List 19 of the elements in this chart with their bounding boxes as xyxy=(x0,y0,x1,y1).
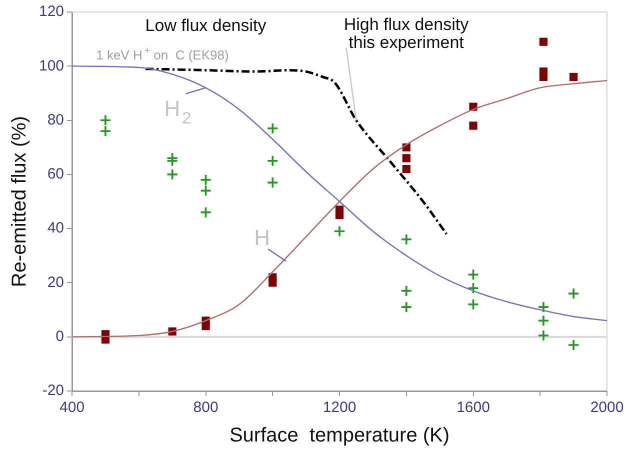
x-tick-label: 800 xyxy=(193,399,218,416)
y-tick-label: 0 xyxy=(56,328,64,345)
y-tick-label: -20 xyxy=(42,382,64,400)
y-tick-label: 60 xyxy=(47,166,64,183)
y-tick-label: 40 xyxy=(47,220,64,237)
x-axis-title: Surface temperature (K) xyxy=(229,424,450,447)
y-tick-label: 80 xyxy=(47,111,64,128)
y-tick-label: 120 xyxy=(38,3,64,20)
annotation: 1 keV H+ on C (EK98) xyxy=(96,46,229,62)
x-tick-label: 2000 xyxy=(590,399,624,416)
y-tick-label: 20 xyxy=(47,274,64,291)
annotation: High flux density this experiment xyxy=(344,15,470,52)
y-axis-title: Re-emitted flux (%) xyxy=(8,116,31,288)
x-tick-label: 400 xyxy=(60,399,85,416)
x-tick-label: 1600 xyxy=(456,399,490,416)
y-tick-label: 100 xyxy=(38,57,64,74)
annotation: H xyxy=(254,225,270,250)
x-tick-label: 1200 xyxy=(322,399,356,416)
annotation: Low flux density xyxy=(145,16,267,35)
